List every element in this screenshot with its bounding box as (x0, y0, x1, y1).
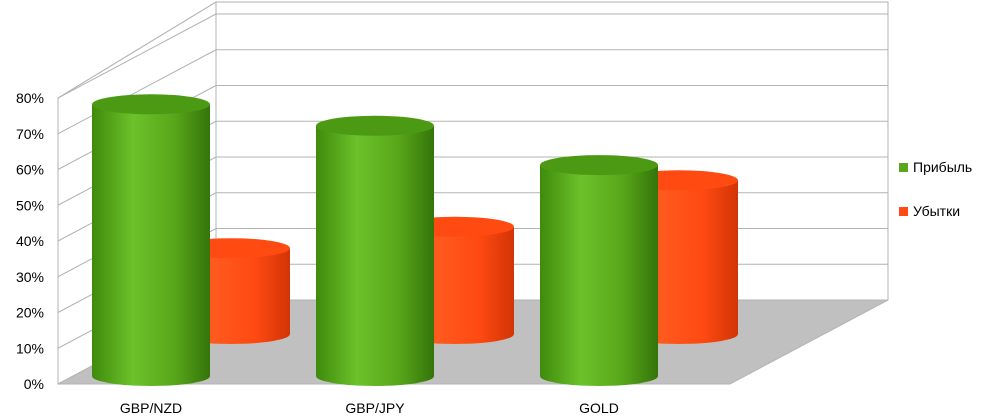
y-tick-label: 30% (16, 269, 44, 285)
y-tick-label: 80% (16, 90, 44, 106)
legend-label: Убытки (913, 203, 960, 219)
gridline-side (57, 49, 217, 135)
bar-body (92, 104, 210, 387)
bar-body (316, 125, 434, 386)
y-tick-label: 0% (24, 376, 44, 392)
legend-swatch (899, 207, 908, 216)
gridline-side (57, 13, 217, 99)
bar-profit (540, 155, 658, 386)
y-tick-label: 20% (16, 305, 44, 321)
y-tick-label: 50% (16, 197, 44, 213)
y-tick-label: 40% (16, 233, 44, 249)
bar-body (540, 165, 658, 386)
legend-swatch (899, 163, 908, 172)
gridline-side (57, 1, 217, 99)
x-category-label: GBP/JPY (345, 400, 405, 416)
y-tick-label: 10% (16, 340, 44, 356)
bar-profit (316, 115, 434, 386)
legend-label: Прибыль (913, 159, 972, 175)
y-tick-label: 70% (16, 126, 44, 142)
bar-profit (92, 94, 210, 387)
bar-top (92, 94, 210, 115)
x-category-label: GOLD (579, 400, 619, 416)
bar-top (540, 155, 658, 176)
bar-top (316, 115, 434, 136)
x-category-label: GBP/NZD (120, 400, 182, 416)
y-tick-label: 60% (16, 162, 44, 178)
